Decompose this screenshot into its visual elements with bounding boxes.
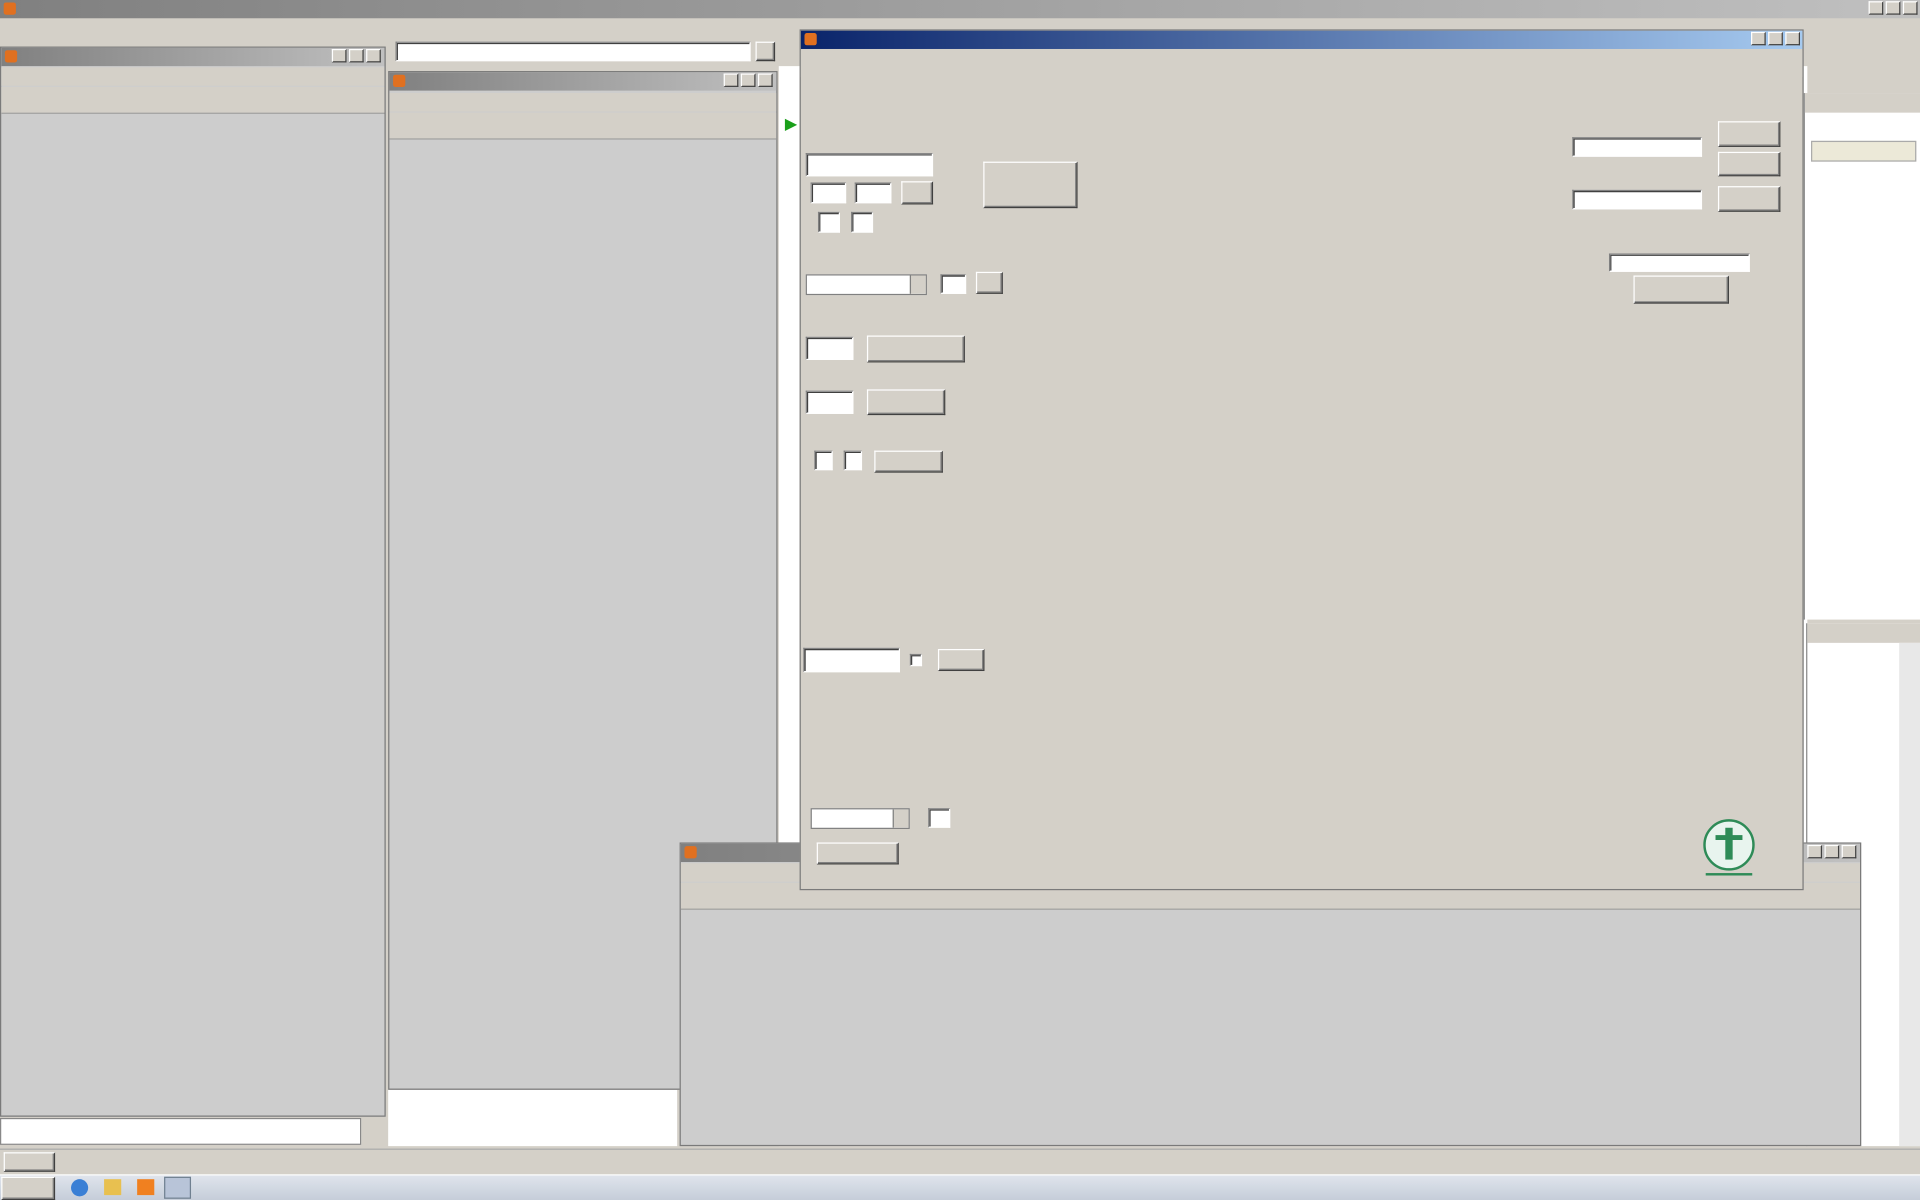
- menu-bar: [389, 93, 777, 112]
- main-sorting-window: [799, 29, 1804, 891]
- run-triangle: [784, 118, 798, 132]
- file-name-input[interactable]: [805, 153, 934, 177]
- workspace-panel: [1803, 93, 1920, 620]
- browse-button[interactable]: [755, 41, 776, 62]
- taskbar-icon[interactable]: [104, 1179, 122, 1196]
- param-input[interactable]: [810, 182, 847, 204]
- batch-clustering-button[interactable]: [983, 161, 1078, 209]
- maximize-button[interactable]: [740, 73, 756, 87]
- window-icon: [4, 50, 18, 63]
- window-icon: [684, 846, 697, 859]
- maximize-button[interactable]: [1885, 1, 1901, 15]
- rename-button[interactable]: [874, 450, 943, 473]
- toolbar: [800, 50, 1803, 78]
- matlab-start-button[interactable]: [3, 1152, 56, 1172]
- spike-right-input[interactable]: [851, 211, 874, 233]
- param-input[interactable]: [854, 182, 892, 204]
- load-button[interactable]: [1717, 186, 1781, 212]
- menu-bar: [1, 67, 385, 86]
- panel-header: [1804, 93, 1920, 113]
- timeline-cluster-input[interactable]: [928, 808, 951, 828]
- logo-mark: [1715, 835, 1743, 840]
- checkbox[interactable]: [909, 653, 923, 667]
- trash-input[interactable]: [805, 390, 854, 414]
- toolbar: [389, 112, 777, 140]
- minimize-button[interactable]: [723, 73, 739, 87]
- close-button[interactable]: [366, 48, 381, 63]
- save-mat-button[interactable]: [1717, 121, 1781, 147]
- logo: [1703, 819, 1755, 876]
- save-scr-button[interactable]: [1717, 151, 1781, 177]
- start-button[interactable]: [1, 1176, 56, 1200]
- matlab-icon: [3, 2, 16, 15]
- window-icon: [804, 33, 817, 46]
- taskbar-icon[interactable]: [137, 1179, 155, 1196]
- taskbar-icon[interactable]: [71, 1179, 89, 1197]
- close-button[interactable]: [1785, 31, 1800, 46]
- maximize-button[interactable]: [1824, 844, 1840, 859]
- plot-button[interactable]: [816, 842, 899, 865]
- column-header: [1811, 140, 1917, 162]
- run-icon: [784, 118, 798, 132]
- old-input[interactable]: [814, 450, 833, 471]
- panel-header: [1807, 623, 1920, 643]
- method-param-input[interactable]: [940, 274, 967, 294]
- status-bar: [0, 1148, 1920, 1175]
- minimize-button[interactable]: [1807, 844, 1823, 859]
- load-name-input[interactable]: [1572, 189, 1703, 210]
- figure5-window: [0, 46, 386, 1117]
- minimize-button[interactable]: [1751, 31, 1766, 46]
- combine-button[interactable]: [866, 335, 965, 363]
- merge-button[interactable]: [1633, 275, 1729, 304]
- maximize-button[interactable]: [348, 48, 364, 63]
- logo-mark: [1725, 827, 1733, 860]
- matlab-title-bar: [0, 0, 1920, 19]
- combine-input[interactable]: [805, 336, 854, 360]
- command-window: [388, 1089, 678, 1147]
- new-input[interactable]: [843, 450, 863, 471]
- current-folder[interactable]: [395, 41, 751, 62]
- minimize-button[interactable]: [331, 48, 347, 63]
- close-button[interactable]: [757, 73, 773, 87]
- scrollbar[interactable]: [1899, 642, 1920, 1147]
- spike-left-input[interactable]: [817, 211, 840, 233]
- plot-button[interactable]: [937, 648, 985, 672]
- other-plots-popup[interactable]: [810, 808, 910, 829]
- clusters-input[interactable]: [803, 647, 900, 673]
- title-bar: [1, 47, 385, 67]
- title-bar: [389, 72, 777, 91]
- close-button[interactable]: [1841, 844, 1857, 859]
- title-bar: [800, 30, 1803, 49]
- window-icon: [393, 74, 406, 87]
- minimize-button[interactable]: [1868, 1, 1884, 15]
- command-input-left[interactable]: [0, 1117, 362, 1145]
- taskbar-matlab[interactable]: [164, 1176, 192, 1199]
- method-popup[interactable]: [805, 274, 927, 296]
- go-button[interactable]: [975, 271, 1003, 294]
- close-button[interactable]: [1902, 1, 1918, 15]
- logo-mark: [1705, 873, 1753, 876]
- toolbar: [1, 86, 385, 114]
- taskbar: [0, 1174, 1920, 1200]
- go-button[interactable]: [901, 181, 934, 205]
- trash-button[interactable]: [866, 389, 946, 416]
- save-name-input[interactable]: [1572, 137, 1703, 157]
- merge-name-input[interactable]: [1608, 253, 1750, 272]
- maximize-button[interactable]: [1768, 31, 1783, 46]
